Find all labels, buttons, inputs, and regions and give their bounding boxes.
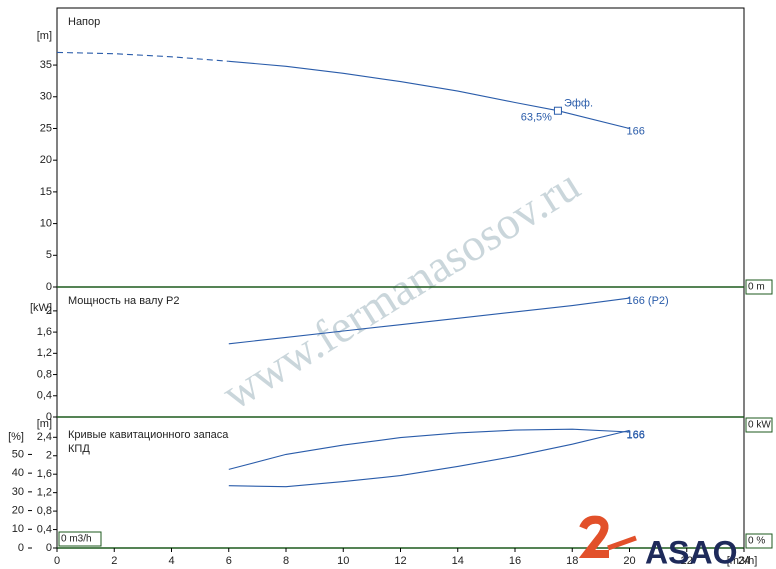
readout: 0 kW	[748, 420, 771, 431]
panel-subtitle: КПД	[68, 443, 90, 455]
y-tick-label: 2,4	[37, 431, 52, 443]
y2-tick-label: 30	[12, 486, 24, 498]
y-tick-label: 30	[40, 91, 52, 103]
y-axis-label: [kW]	[30, 302, 52, 314]
x-tick-label: 2	[111, 555, 117, 567]
readout: 0 m	[748, 282, 765, 293]
plot-frame	[56, 7, 745, 549]
curve-label: 166	[627, 125, 645, 137]
efficiency-value: 63,5%	[521, 112, 552, 124]
y-tick-label: 0,8	[37, 368, 52, 380]
readout-box	[745, 533, 773, 549]
curve	[228, 428, 630, 470]
x-tick-label: 0	[54, 555, 60, 567]
y-tick-label: 10	[40, 217, 52, 229]
y-tick-label: 25	[40, 122, 52, 134]
y-tick-label: 0	[46, 281, 52, 293]
y-tick-label: 1,6	[37, 468, 52, 480]
x-tick-label: 16	[509, 555, 521, 567]
y-tick-label: 0,4	[37, 523, 52, 535]
x-tick-label: 4	[168, 555, 174, 567]
y-tick-label: 2	[46, 450, 52, 462]
x-tick-label: 24	[738, 555, 750, 567]
readout-box	[745, 279, 773, 295]
panel-title: Кривые кавитационного запаса	[68, 429, 229, 441]
logo-icon	[607, 535, 637, 551]
efficiency-label: Эфф.	[564, 98, 593, 110]
y-tick-label: 0,4	[37, 390, 52, 402]
panel-title: Мощность на валу P2	[68, 295, 180, 307]
x-tick-label: 12	[394, 555, 406, 567]
y2-tick-label: 10	[12, 523, 24, 535]
y-axis-label: [m]	[37, 418, 52, 430]
readout: 0 %	[748, 536, 765, 547]
curve-label: 166	[627, 429, 645, 441]
x-tick-label: 10	[337, 555, 349, 567]
x-tick-label: 22	[681, 555, 693, 567]
y-tick-label: 0	[46, 411, 52, 423]
curve	[228, 60, 630, 130]
y-tick-label: 0,8	[37, 505, 52, 517]
y-tick-label: 0	[46, 542, 52, 554]
curve	[228, 297, 630, 345]
x-tick-label: 6	[226, 555, 232, 567]
x-axis-label: [m3/h]	[727, 555, 758, 567]
y-tick-label: 35	[40, 59, 52, 71]
y-axis-label: [m]	[37, 30, 52, 42]
x-tick-label: 14	[452, 555, 464, 567]
y-tick-label: 20	[40, 154, 52, 166]
curve	[56, 51, 229, 62]
readout-box	[745, 417, 773, 433]
logo-text: ASAO	[645, 534, 737, 569]
x-tick-label: 8	[283, 555, 289, 567]
y-tick-label: 2	[46, 305, 52, 317]
y-tick-label: 5	[46, 249, 52, 261]
y2-tick-label: 0	[18, 542, 24, 554]
x-tick-label: 18	[566, 555, 578, 567]
y2-tick-label: 20	[12, 504, 24, 516]
y2-tick-label: 50	[12, 448, 24, 460]
y-tick-label: 1,6	[37, 326, 52, 338]
efficiency-marker	[553, 106, 562, 115]
y-tick-label: 15	[40, 186, 52, 198]
readout: 0 m3/h	[61, 534, 92, 545]
logo-icon	[578, 515, 609, 558]
panel-title: Напор	[68, 16, 100, 28]
curve-label: 166 (P2)	[627, 295, 669, 307]
readout-box	[58, 531, 102, 547]
y-tick-label: 1,2	[37, 487, 52, 499]
y2-axis-label: [%]	[8, 431, 24, 443]
curve-label: 166	[627, 429, 645, 441]
y2-tick-label: 40	[12, 467, 24, 479]
y-tick-label: 1,2	[37, 347, 52, 359]
x-tick-label: 20	[623, 555, 635, 567]
curve	[228, 429, 630, 488]
logo: ASAO	[578, 515, 737, 569]
